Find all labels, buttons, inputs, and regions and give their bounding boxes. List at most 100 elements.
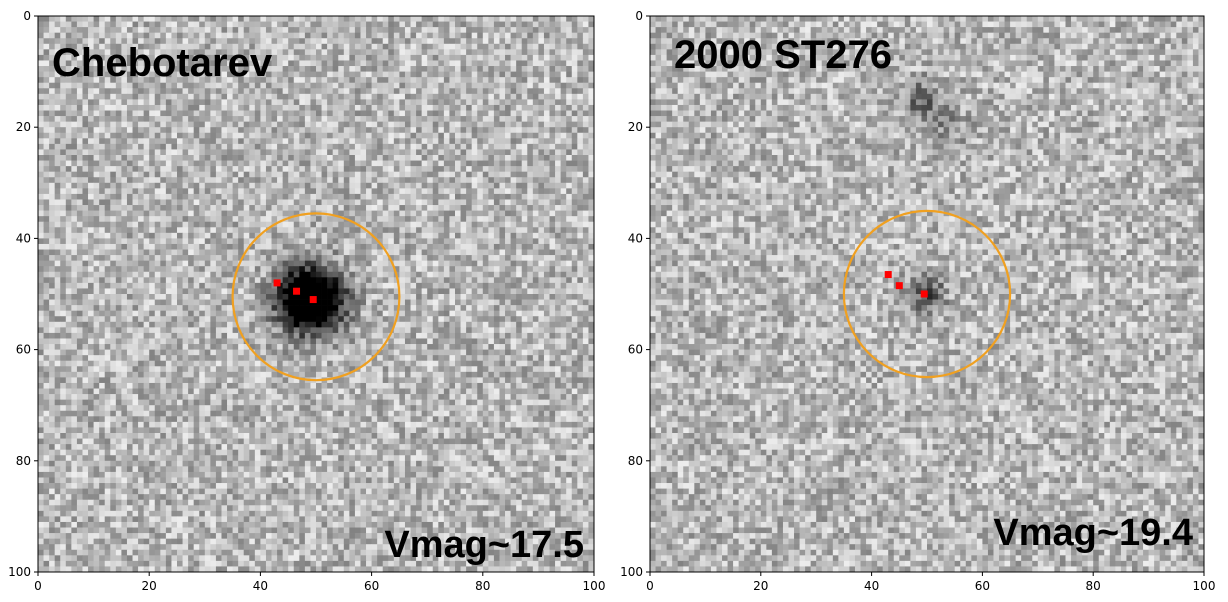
pixel: [516, 155, 523, 161]
pixel: [104, 77, 111, 84]
pixel: [343, 82, 350, 89]
pixel: [254, 77, 261, 84]
pixel: [254, 227, 261, 234]
pixel: [427, 21, 434, 28]
pixel: [138, 138, 144, 145]
pixel: [88, 143, 94, 150]
pixel: [271, 271, 278, 278]
pixel: [466, 177, 473, 184]
pixel: [71, 149, 78, 156]
pixel: [560, 32, 567, 39]
pixel: [360, 210, 367, 217]
pixel: [288, 71, 295, 78]
pixel: [238, 149, 245, 156]
pixel: [482, 155, 489, 161]
pixel: [321, 88, 328, 95]
pixel: [510, 243, 517, 250]
pixel: [493, 266, 500, 273]
pixel: [138, 243, 144, 250]
pixel: [288, 288, 295, 295]
pixel: [99, 288, 106, 295]
pixel: [416, 238, 422, 245]
pixel: [499, 249, 506, 256]
pixel: [288, 82, 295, 89]
pixel: [527, 49, 534, 56]
pixel: [527, 54, 534, 61]
pixel: [499, 127, 506, 134]
pixel: [149, 221, 156, 228]
pixel: [505, 77, 511, 84]
pixel: [332, 260, 339, 267]
pixel: [477, 188, 484, 195]
pixel: [443, 132, 450, 139]
pixel: [54, 49, 61, 56]
pixel: [399, 188, 406, 195]
pixel: [338, 21, 345, 28]
pixel: [260, 38, 267, 45]
pixel: [38, 104, 44, 111]
pixel: [43, 143, 50, 150]
pixel: [382, 93, 389, 100]
pixel: [193, 243, 200, 250]
pixel: [165, 255, 172, 261]
pixel: [60, 66, 67, 72]
pixel: [404, 99, 411, 106]
pixel: [282, 210, 289, 217]
pixel: [427, 60, 434, 67]
pixel: [332, 138, 339, 145]
pixel: [132, 93, 139, 100]
pixel: [538, 188, 545, 195]
pixel: [449, 205, 456, 211]
pixel: [126, 232, 133, 239]
pixel: [254, 221, 261, 228]
pixel: [265, 21, 272, 28]
pixel: [282, 121, 289, 128]
pixel: [471, 49, 478, 56]
pixel: [343, 282, 350, 289]
pixel: [260, 193, 267, 200]
pixel: [288, 227, 295, 234]
pixel: [321, 149, 328, 156]
pixel: [282, 193, 289, 200]
pixel: [54, 32, 61, 39]
pixel: [321, 199, 328, 206]
pixel: [110, 199, 117, 206]
pixel: [488, 21, 495, 28]
pixel: [282, 199, 289, 206]
pixel: [293, 166, 300, 173]
pixel: [76, 188, 83, 195]
pixel: [104, 227, 111, 234]
pixel: [221, 66, 228, 72]
pixel: [232, 232, 239, 239]
pixel: [338, 249, 345, 256]
pixel: [566, 249, 573, 256]
pixel: [188, 221, 195, 228]
pixel: [188, 210, 195, 217]
pixel: [104, 249, 111, 256]
pixel: [555, 88, 561, 95]
pixel: [527, 232, 534, 239]
pixel: [443, 271, 450, 278]
pixel: [126, 199, 133, 206]
pixel: [521, 71, 528, 78]
pixel: [93, 132, 100, 139]
pixel: [288, 77, 295, 84]
pixel: [549, 271, 556, 278]
pixel: [104, 88, 111, 95]
pixel: [299, 88, 306, 95]
pixel: [521, 82, 528, 89]
pixel: [493, 199, 500, 206]
pixel: [143, 266, 150, 273]
pixel: [265, 27, 272, 34]
pixel: [477, 110, 484, 117]
pixel: [516, 271, 523, 278]
pixel: [332, 32, 339, 39]
pixel: [299, 82, 306, 89]
pixel: [188, 182, 195, 189]
pixel: [460, 277, 467, 284]
pixel: [265, 143, 272, 150]
pixel: [232, 205, 239, 211]
pixel: [432, 277, 439, 284]
pixel: [443, 160, 450, 167]
pixel: [466, 127, 473, 134]
